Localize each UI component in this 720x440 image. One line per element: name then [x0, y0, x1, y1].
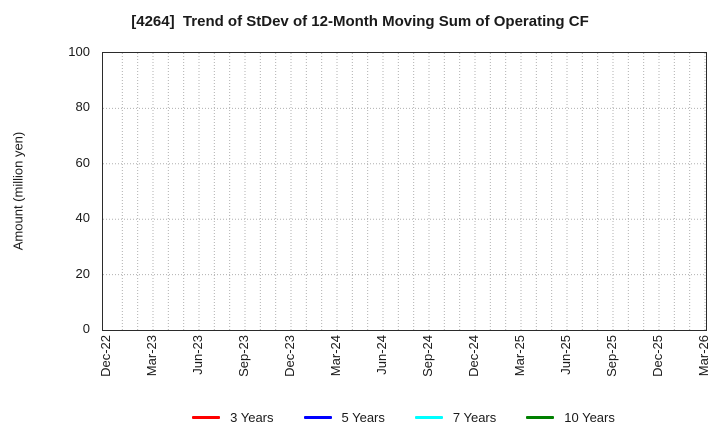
- legend-item: 7 Years: [414, 409, 497, 425]
- legend-line-swatch: [303, 415, 332, 419]
- legend-item: 3 Years: [192, 409, 274, 425]
- legend-line-swatch: [526, 415, 555, 419]
- legend-line-swatch: [192, 415, 221, 419]
- legend-label: 3 Years: [230, 409, 274, 425]
- x-tick-label: Dec-24: [466, 335, 481, 377]
- x-tick-label: Mar-24: [328, 335, 343, 377]
- y-tick-label: 100: [68, 44, 90, 59]
- x-tick-label: Mar-23: [144, 335, 159, 377]
- legend-item: 5 Years: [303, 409, 385, 425]
- x-tick-label: Mar-26: [696, 335, 711, 377]
- chart-title: [4264] Trend of StDev of 12-Month Moving…: [131, 13, 589, 30]
- legend-line-swatch: [414, 415, 443, 419]
- x-tick-label: Jun-24: [374, 335, 389, 375]
- gridlines: [103, 53, 706, 330]
- x-tick-label: Dec-23: [282, 335, 297, 377]
- legend-label: 10 Years: [564, 409, 615, 425]
- x-tick-label: Sep-25: [604, 335, 619, 377]
- legend-label: 5 Years: [341, 409, 385, 425]
- x-tick-label: Jun-23: [190, 335, 205, 375]
- x-tick-label: Dec-25: [650, 335, 665, 377]
- x-tick-label: Jun-25: [558, 335, 573, 375]
- x-tick-label: Mar-25: [512, 335, 527, 377]
- y-axis-label: Amount (million yen): [10, 131, 26, 251]
- y-tick-label: 40: [75, 210, 90, 226]
- y-tick-label: 20: [75, 265, 90, 281]
- x-tick-label: Sep-24: [420, 335, 435, 377]
- plot-area: [102, 52, 707, 331]
- y-tick-label: 60: [75, 154, 90, 170]
- legend-label: 7 Years: [452, 409, 497, 425]
- legend: 3 Years 5 Years 7 Years 10 Years: [102, 404, 705, 430]
- x-tick-label: Sep-23: [236, 335, 251, 377]
- legend-item: 10 Years: [526, 410, 615, 425]
- x-tick-label: Dec-22: [98, 335, 113, 377]
- y-tick-label: 80: [75, 99, 90, 115]
- y-tick-label: 0: [82, 321, 90, 336]
